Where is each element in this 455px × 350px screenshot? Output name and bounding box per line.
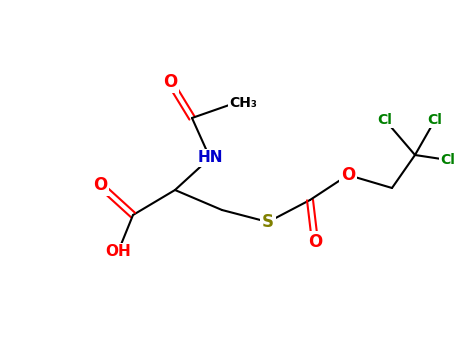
Text: OH: OH (105, 245, 131, 259)
Text: O: O (308, 233, 322, 251)
Text: Cl: Cl (428, 113, 442, 127)
Text: HN: HN (197, 150, 223, 166)
Text: Cl: Cl (378, 113, 392, 127)
Text: Cl: Cl (440, 153, 455, 167)
Text: O: O (341, 166, 355, 184)
Text: O: O (163, 73, 177, 91)
Text: S: S (262, 213, 274, 231)
Text: O: O (93, 176, 107, 194)
Text: CH₃: CH₃ (229, 96, 257, 110)
